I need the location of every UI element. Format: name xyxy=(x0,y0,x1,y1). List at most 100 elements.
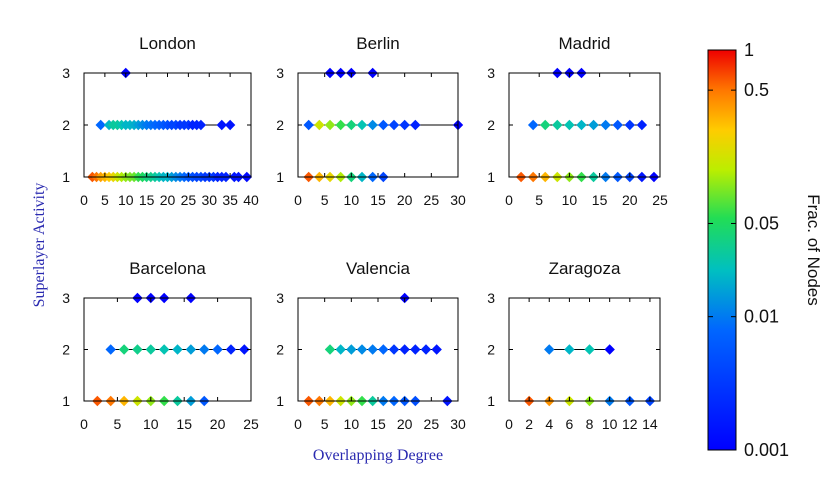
data-point xyxy=(378,344,389,355)
data-point xyxy=(324,344,336,355)
data-point xyxy=(195,119,207,131)
x-tick-label: 15 xyxy=(139,192,155,208)
x-tick-label: 20 xyxy=(210,416,226,432)
x-tick-label: 10 xyxy=(118,192,134,208)
data-point xyxy=(399,344,410,355)
y-tick-label: 2 xyxy=(276,117,284,133)
x-tick-label: 14 xyxy=(642,416,658,432)
x-tick-label: 10 xyxy=(562,192,578,208)
x-tick-label: 40 xyxy=(243,192,259,208)
x-tick-label: 20 xyxy=(397,416,413,432)
y-tick-label: 3 xyxy=(62,65,70,81)
y-tick-label: 1 xyxy=(276,393,284,409)
data-point xyxy=(420,344,432,355)
data-point xyxy=(346,119,357,131)
x-tick-label: 35 xyxy=(222,192,238,208)
data-point xyxy=(324,119,336,131)
data-point xyxy=(335,344,346,355)
panel-title: London xyxy=(139,34,196,53)
panel-london: London 0 5 10 15 20 25 30 35 40 1 2 3 xyxy=(62,34,259,208)
data-point xyxy=(346,344,357,355)
data-point xyxy=(584,344,595,355)
data-point xyxy=(431,344,442,355)
x-tick-label: 0 xyxy=(294,416,302,432)
data-point xyxy=(399,119,410,131)
x-tick-label: 15 xyxy=(176,416,192,432)
x-tick-label: 0 xyxy=(294,192,302,208)
colorbar-tick-label: 0.5 xyxy=(744,80,769,100)
data-point xyxy=(335,119,346,131)
x-tick-label: 0 xyxy=(80,192,88,208)
colorbar: 1 0.5 0.05 0.01 0.001 Frac. of Nodes xyxy=(707,40,823,460)
panel-valencia: Valencia 0 5 10 15 20 25 30 1 2 3 xyxy=(276,259,466,432)
data-point xyxy=(410,344,421,355)
x-tick-label: 0 xyxy=(505,416,513,432)
y-tick-label: 2 xyxy=(62,117,70,133)
x-tick-label: 5 xyxy=(101,192,109,208)
data-point xyxy=(367,344,378,355)
x-tick-label: 5 xyxy=(114,416,122,432)
x-tick-label: 30 xyxy=(201,192,217,208)
x-tick-label: 4 xyxy=(545,416,553,432)
data-point xyxy=(225,344,237,355)
x-tick-label: 2 xyxy=(525,416,533,432)
x-tick-label: 5 xyxy=(535,192,543,208)
colorbar-gradient xyxy=(707,49,737,451)
data-point xyxy=(378,119,389,131)
x-tick-label: 30 xyxy=(450,192,466,208)
x-tick-label: 8 xyxy=(586,416,594,432)
panel-title: Barcelona xyxy=(129,259,206,278)
x-tick-label: 25 xyxy=(424,416,440,432)
y-tick-label: 2 xyxy=(62,342,70,358)
data-point xyxy=(132,344,143,355)
x-tick-label: 10 xyxy=(344,416,360,432)
y-tick-label: 3 xyxy=(487,290,495,306)
x-axis-label: Overlapping Degree xyxy=(313,447,443,464)
colorbar-tick-label: 0.01 xyxy=(744,307,779,327)
data-point xyxy=(588,119,599,131)
data-point xyxy=(145,344,156,355)
panel-title: Madrid xyxy=(559,34,611,53)
x-tick-label: 15 xyxy=(370,192,386,208)
y-tick-label: 3 xyxy=(62,290,70,306)
data-point xyxy=(564,344,575,355)
y-tick-label: 1 xyxy=(62,393,70,409)
x-tick-label: 25 xyxy=(652,192,668,208)
x-tick-label: 10 xyxy=(602,416,618,432)
x-tick-label: 6 xyxy=(566,416,574,432)
colorbar-tick-label: 0.001 xyxy=(744,440,789,460)
y-tick-label: 2 xyxy=(487,342,495,358)
y-tick-label: 2 xyxy=(276,342,284,358)
data-point xyxy=(185,344,197,355)
data-point xyxy=(388,344,400,355)
data-point xyxy=(604,344,615,355)
panel-barcelona: Barcelona 0 5 10 15 20 25 1 2 3 xyxy=(62,259,259,432)
panel-title: Berlin xyxy=(356,34,399,53)
x-tick-label: 10 xyxy=(344,192,360,208)
data-point xyxy=(105,344,116,355)
panel-berlin: Berlin 0 5 10 15 20 25 30 1 2 3 xyxy=(276,34,466,208)
panel-title: Valencia xyxy=(346,259,410,278)
data-point xyxy=(552,119,563,131)
x-tick-label: 20 xyxy=(160,192,176,208)
panel-title: Zaragoza xyxy=(549,259,621,278)
x-tick-label: 10 xyxy=(143,416,159,432)
data-point xyxy=(600,119,611,131)
y-tick-label: 3 xyxy=(276,290,284,306)
y-tick-label: 3 xyxy=(487,65,495,81)
data-point xyxy=(540,119,551,131)
colorbar-ticks: 1 0.5 0.05 0.01 0.001 xyxy=(708,40,789,460)
data-point xyxy=(576,119,587,131)
x-tick-label: 25 xyxy=(424,192,440,208)
data-point xyxy=(303,119,314,131)
data-point xyxy=(95,119,106,131)
x-tick-label: 5 xyxy=(321,416,329,432)
y-tick-label: 1 xyxy=(62,169,70,185)
data-point xyxy=(224,119,236,131)
data-point xyxy=(636,119,648,131)
data-point xyxy=(199,344,210,355)
data-point xyxy=(158,344,170,355)
data-point xyxy=(624,119,635,131)
